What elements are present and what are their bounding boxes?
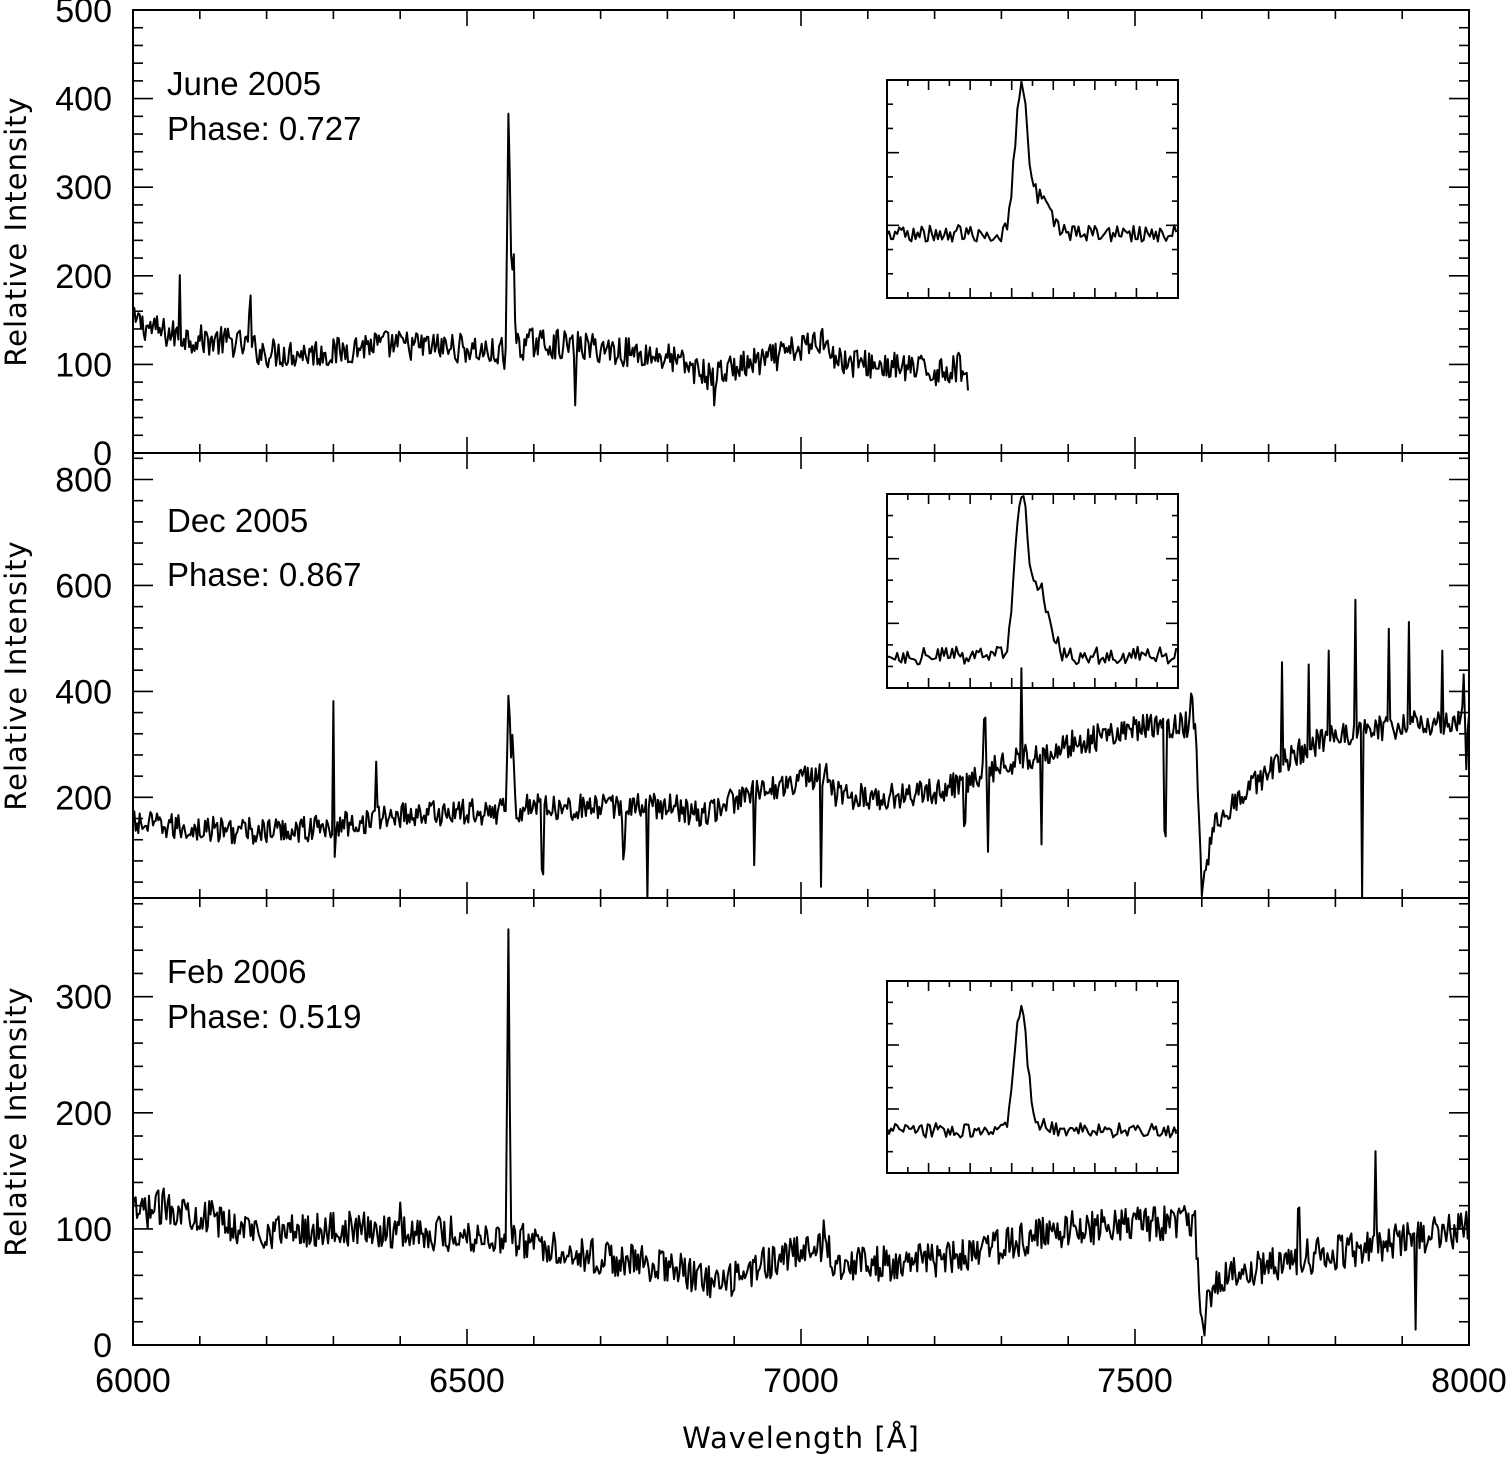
panels-group: 0 100 200 300 400 500 Relative Intensity June 2…	[0, 0, 1507, 1400]
annotation-date: June 2005	[167, 65, 321, 102]
spectrum-line-2	[132, 598, 1470, 899]
x-tick-label: 6500	[429, 1362, 505, 1400]
spectrum-line-3	[132, 928, 1470, 1337]
annotation-date: Feb 2006	[167, 953, 306, 990]
y-tick-label: 300	[55, 169, 112, 207]
panel-2: 200 400 600 800 Relative Intensity Dec 2005 Ph…	[0, 452, 1470, 899]
x-tick-label: 7000	[763, 1362, 839, 1400]
spectrum-line-1	[132, 112, 969, 407]
x-tick-label: 7500	[1097, 1362, 1173, 1400]
y-tick-label: 300	[55, 979, 112, 1017]
inset-line	[886, 80, 1178, 243]
y-tick-label: 600	[55, 567, 112, 605]
x-tick-label: 8000	[1431, 1362, 1507, 1400]
y-tick-label: 500	[55, 0, 112, 30]
y-tick-label: 200	[55, 258, 112, 296]
inset-frame	[886, 980, 1179, 1174]
panel-frame-1	[132, 9, 1470, 454]
panel-3: 0 100 200 300 Relative Intensity Feb 2006 Phas…	[0, 897, 1507, 1400]
y-tick-label: 400	[55, 81, 112, 119]
inset-line	[886, 1004, 1178, 1139]
annotation-phase: Phase: 0.519	[167, 998, 362, 1035]
inset-1	[886, 79, 1179, 299]
annotation-date: Dec 2005	[167, 502, 308, 539]
y-axis-title: Relative Intensity	[0, 96, 33, 366]
x-axis-title: Wavelength [Å]	[682, 1421, 920, 1455]
y-tick-label: 0	[93, 435, 112, 473]
y-tick-label: 800	[55, 461, 112, 499]
annotation-phase: Phase: 0.727	[167, 110, 362, 147]
inset-3	[886, 980, 1179, 1174]
y-tick-label: 400	[55, 673, 112, 711]
y-tick-label: 100	[55, 346, 112, 384]
inset-2	[886, 493, 1179, 689]
y-tick-label: 200	[55, 1095, 112, 1133]
panel-1: 0 100 200 300 400 500 Relative Intensity June 2…	[0, 0, 1470, 473]
panel-frame-3	[132, 897, 1470, 1346]
panel-frame-2	[132, 452, 1470, 899]
annotation-phase: Phase: 0.867	[167, 556, 362, 593]
inset-frame	[886, 79, 1179, 299]
x-tick-label: 6000	[95, 1362, 171, 1400]
y-tick-label: 200	[55, 779, 112, 817]
inset-line	[887, 495, 1178, 666]
y-tick-label: 0	[93, 1327, 112, 1365]
y-axis-title: Relative Intensity	[0, 540, 33, 810]
y-axis-title: Relative Intensity	[0, 986, 33, 1256]
y-tick-label: 100	[55, 1211, 112, 1249]
